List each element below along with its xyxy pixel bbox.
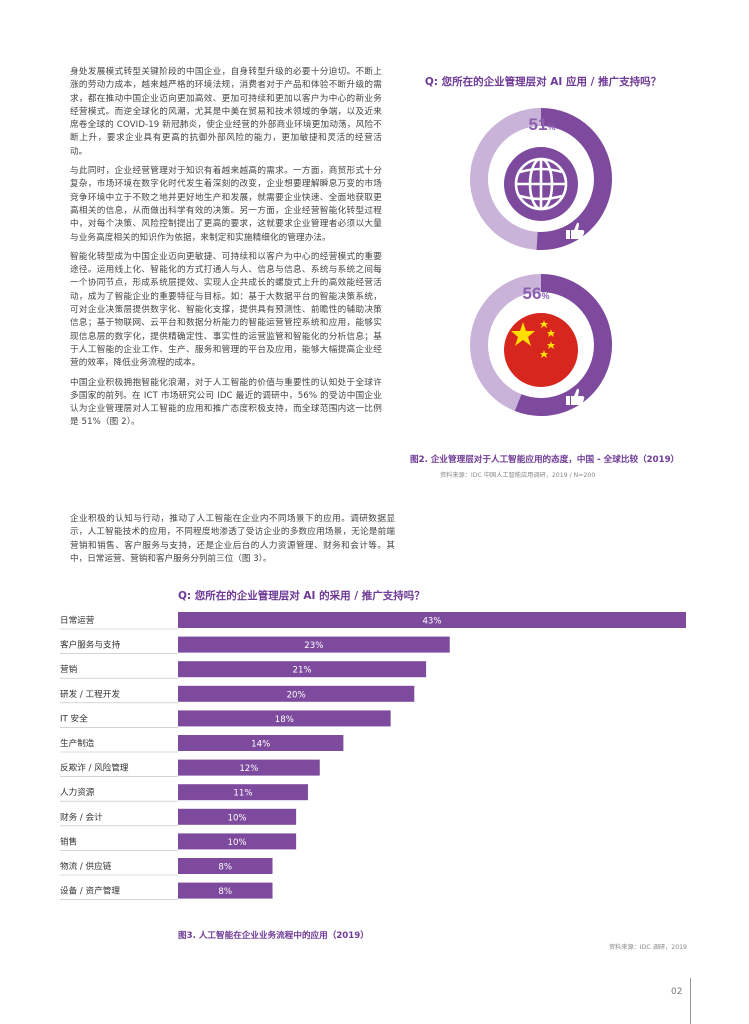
category-label: 销售 bbox=[60, 835, 77, 847]
bar-value-label: 8% bbox=[218, 887, 232, 897]
paragraph: 企业积极的认知与行动，推动了人工智能在企业内不同场景下的应用。调研数据显示，人工… bbox=[70, 514, 395, 564]
figure3-source: 资料来源：IDC 调研，2019 bbox=[608, 944, 687, 951]
bar-value-label: 43% bbox=[422, 617, 441, 627]
ai-application-bar-chart: 日常运营 43% 客户服务与支持 23% 营销 21% 研发 / 工程开发 20% IT 安全 1… bbox=[60, 612, 686, 900]
bar-value-label: 11% bbox=[233, 789, 252, 799]
bar bbox=[178, 685, 415, 702]
bar bbox=[178, 882, 273, 899]
bar-value-label: 20% bbox=[287, 690, 306, 700]
bar-value-label: 10% bbox=[228, 813, 247, 823]
figure3-caption: 图3. 人工智能在企业业务流程中的应用（2019） bbox=[178, 931, 369, 941]
page-divider bbox=[690, 978, 691, 1024]
category-label: 人力资源 bbox=[60, 786, 95, 798]
paragraph: 身处发展模式转型关键阶段的中国企业，自身转型升级的必要十分迫切。不断上涨的劳动力… bbox=[70, 67, 382, 157]
bar-value-label: 8% bbox=[218, 863, 232, 873]
chart-title: Q: 您所在的企业管理层对 AI 的采用 / 推广支持吗？ bbox=[178, 590, 425, 602]
category-label: 营销 bbox=[60, 663, 78, 675]
thumbs-up-icon bbox=[566, 388, 585, 405]
bar-value-label: 21% bbox=[292, 666, 311, 676]
bar bbox=[178, 710, 391, 727]
globe-icon bbox=[514, 157, 568, 211]
bar bbox=[178, 759, 320, 776]
global-donut: 51% bbox=[470, 108, 612, 250]
donut-value-label: 51% bbox=[529, 115, 556, 134]
bar bbox=[178, 636, 450, 653]
bar-value-label: 23% bbox=[304, 641, 323, 651]
figure2-question: Q: 您所在的企业管理层对 AI 应用 / 推广支持吗？ bbox=[424, 76, 662, 88]
bar-value-label: 18% bbox=[275, 715, 294, 725]
figure2-caption: 图2. 企业管理层对于人工智能应用的态度，中国 - 全球比较（2019） bbox=[410, 455, 680, 465]
bar bbox=[178, 612, 686, 628]
bar-value-label: 12% bbox=[239, 764, 258, 774]
intro-text-column: 身处发展模式转型关键阶段的中国企业，自身转型升级的必要十分迫切。不断上涨的劳动力… bbox=[70, 66, 382, 436]
category-label: 研发 / 工程开发 bbox=[60, 688, 120, 700]
figure2-source: 资料来源：IDC 中国人工智能应用调研，2019 / N=200 bbox=[440, 472, 596, 479]
bar bbox=[178, 833, 297, 850]
category-label: 设备 / 资产管理 bbox=[60, 885, 120, 897]
page-number: 02 bbox=[671, 987, 683, 997]
category-label: 反欺诈 / 风险管理 bbox=[60, 762, 129, 774]
bar bbox=[178, 858, 273, 874]
china-flag-icon bbox=[504, 313, 578, 387]
bar-value-label: 14% bbox=[251, 740, 270, 750]
category-label: 日常运营 bbox=[60, 614, 95, 626]
donut-value-label: 56% bbox=[523, 284, 550, 303]
bar bbox=[178, 784, 308, 801]
category-label: 物流 / 供应链 bbox=[60, 860, 112, 872]
bar bbox=[178, 808, 297, 825]
donut-value-arc bbox=[514, 274, 612, 416]
category-label: 客户服务与支持 bbox=[60, 639, 121, 651]
china-donut: 56% bbox=[470, 274, 612, 416]
paragraph: 与此同时，企业经营管理对于知识有着越来越高的需求。一方面，商贸形式十分复杂，市场… bbox=[70, 166, 382, 243]
category-label: 生产制造 bbox=[60, 737, 95, 749]
donut-value-arc bbox=[536, 108, 612, 250]
category-label: 财务 / 会计 bbox=[60, 811, 103, 823]
paragraph: 中国企业积极拥抱智能化浪潮，对于人工智能的价值与重要性的认知处于全球许多国家的前… bbox=[70, 377, 382, 428]
paragraph: 智能化转型成为中国企业迈向更敏捷、可持续和以客户为中心的经营模式的重要途径。运用… bbox=[70, 251, 382, 369]
bar bbox=[178, 661, 427, 678]
bar bbox=[178, 735, 344, 751]
category-label: IT 安全 bbox=[60, 712, 88, 724]
bar-value-label: 10% bbox=[228, 838, 247, 848]
thumbs-up-icon bbox=[566, 222, 585, 239]
